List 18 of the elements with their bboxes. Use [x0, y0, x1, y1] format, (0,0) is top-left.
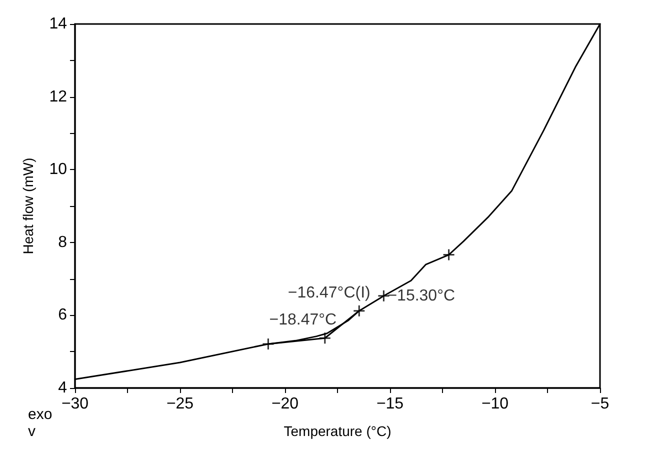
x-tick-label: −20: [271, 396, 299, 412]
x-axis-title: Temperature (°C): [284, 423, 392, 439]
text: exo v: [28, 406, 52, 440]
y-tick-label: 10: [49, 161, 68, 178]
y-tick-label: 12: [49, 88, 68, 106]
annotation: −16.47°C(I): [288, 284, 370, 302]
x-tick-label: −25: [166, 396, 194, 412]
y-tick-label: 8: [58, 234, 68, 251]
y-axis-title: Heat flow (mW): [20, 158, 36, 254]
y-tick-label: 14: [49, 16, 68, 32]
y-tick-label: 4: [58, 380, 68, 396]
x-tick-label: −30: [61, 396, 89, 412]
x-tick-label: −5: [590, 396, 610, 412]
x-tick-label: −10: [481, 396, 509, 412]
annotation: −18.47°C: [269, 312, 337, 329]
annotation: −15.30°C: [388, 287, 456, 304]
y-tick-label: 6: [58, 306, 68, 324]
x-tick-label: −15: [376, 396, 404, 412]
